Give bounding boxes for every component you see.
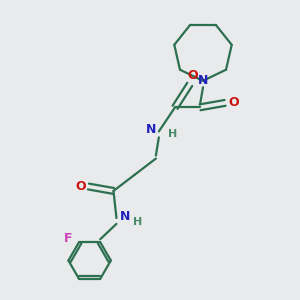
Text: H: H: [133, 218, 142, 227]
Text: O: O: [188, 69, 198, 82]
Text: O: O: [228, 96, 238, 110]
Text: N: N: [198, 74, 208, 87]
Text: O: O: [75, 180, 86, 193]
Text: N: N: [146, 124, 156, 136]
Text: H: H: [168, 129, 178, 140]
Text: F: F: [64, 232, 72, 245]
Text: N: N: [120, 210, 130, 223]
